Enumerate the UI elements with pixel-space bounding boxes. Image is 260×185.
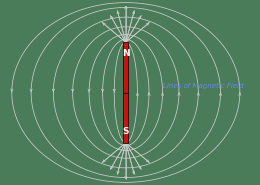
Bar bbox=[123, 42, 128, 143]
Text: N: N bbox=[122, 49, 130, 58]
Text: Lines of Magnetic Field: Lines of Magnetic Field bbox=[162, 83, 243, 89]
Text: S: S bbox=[122, 127, 129, 136]
